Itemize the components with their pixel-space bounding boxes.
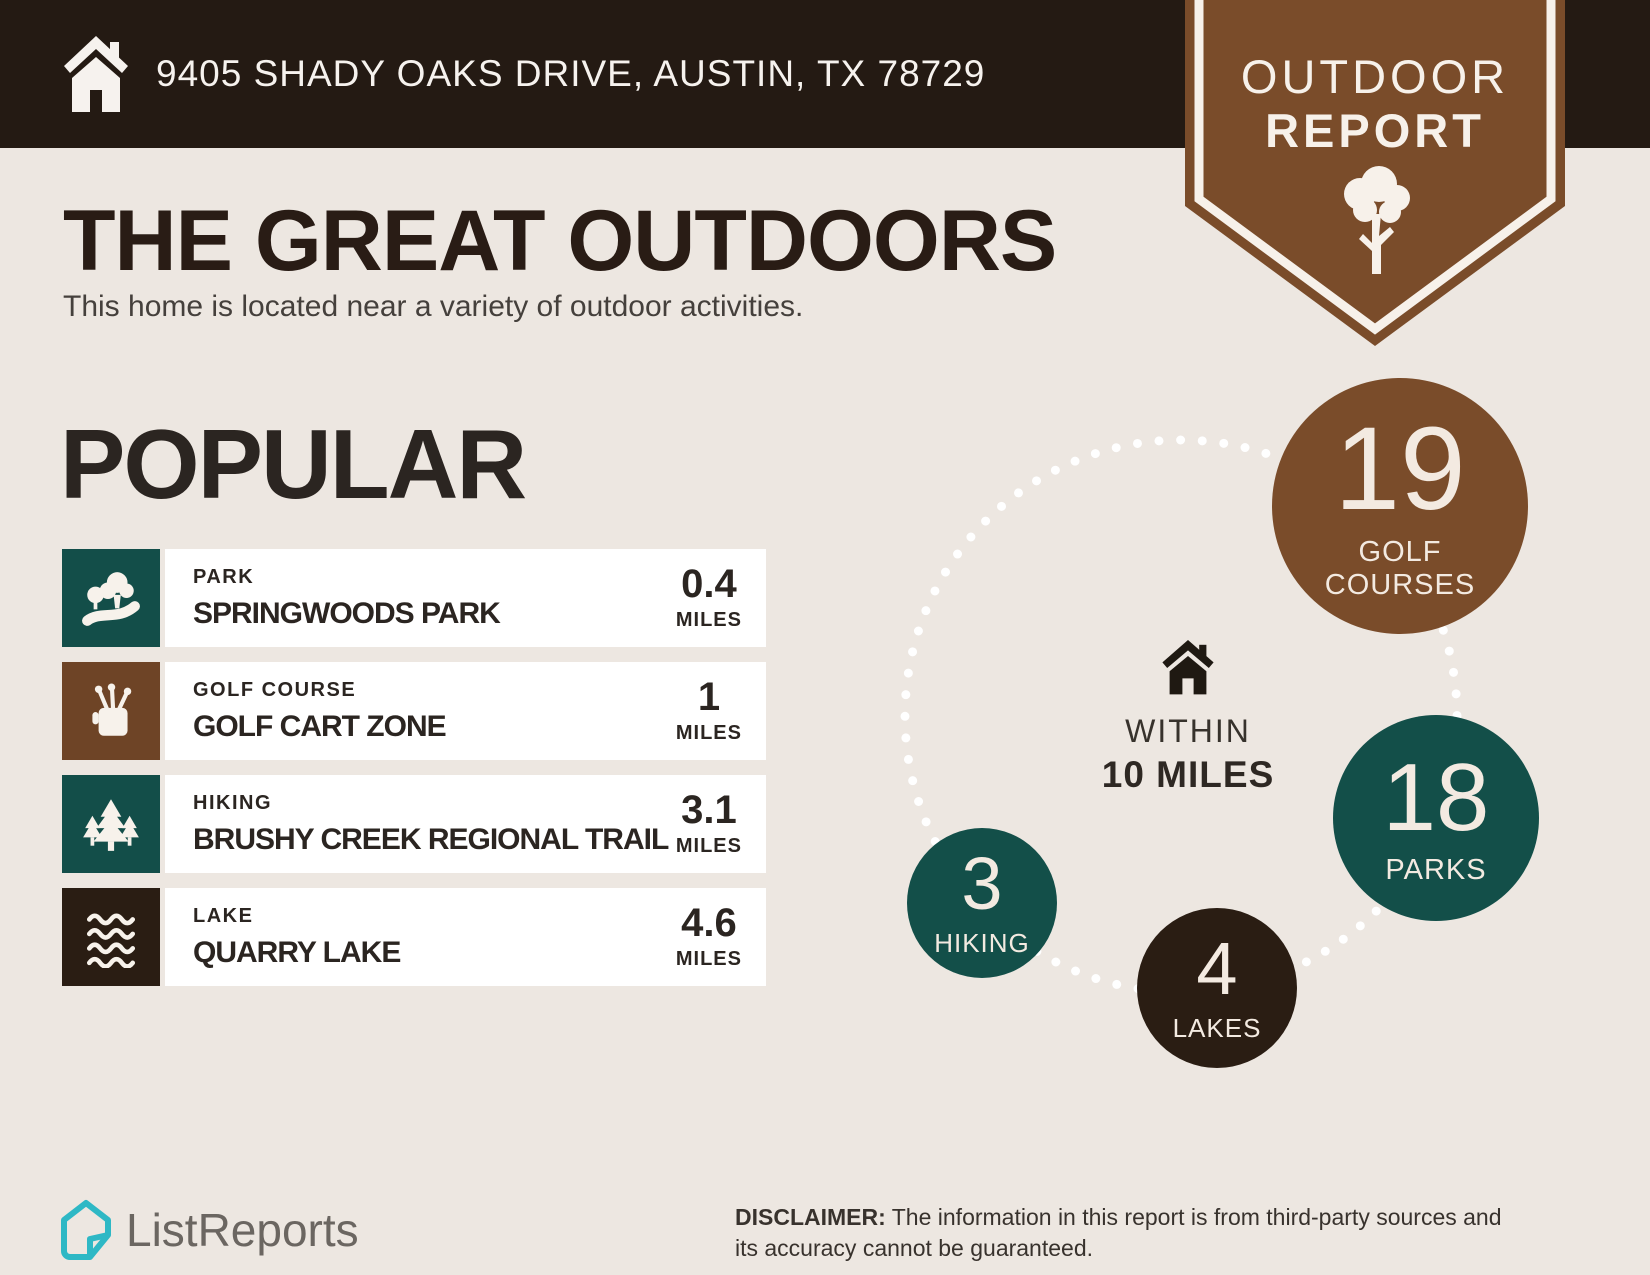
bubble-value: 3 [961,841,1003,925]
list-item-golf-course: GOLF COURSE GOLF CART ZONE 1 MILES [62,662,766,760]
item-name: BRUSHY CREEK REGIONAL TRAIL [193,822,669,856]
page-title: THE GREAT OUTDOORS [63,193,1057,289]
within-distance: 10 MILES [1101,754,1275,795]
item-name: QUARRY LAKE [193,935,401,969]
item-name: SPRINGWOODS PARK [193,596,501,630]
bubble-golf-courses: 19 GOLF COURSES [1272,378,1528,634]
pine-trees-icon [62,775,160,873]
item-distance: 1 [697,675,721,719]
home-icon [1162,640,1214,695]
disclaimer: DISCLAIMER: The information in this repo… [735,1202,1505,1264]
disclaimer-label: DISCLAIMER: [735,1204,886,1230]
item-unit: MILES [675,948,742,970]
ribbon-line2: REPORT [1265,104,1485,157]
item-distance: 4.6 [681,901,737,945]
list-item-body: PARK SPRINGWOODS PARK 0.4 MILES [165,549,766,647]
list-item-hiking: HIKING BRUSHY CREEK REGIONAL TRAIL 3.1 M… [62,775,766,873]
golf-bag-icon [62,662,160,760]
bubble-label: HIKING [934,927,1030,958]
bubble-label: LAKES [1172,1012,1262,1043]
page-subtitle: This home is located near a variety of o… [63,290,804,323]
property-address: 9405 SHADY OAKS DRIVE, AUSTIN, TX 78729 [156,53,986,94]
ribbon-line1: OUTDOOR [1241,50,1509,103]
tree-icon [1344,166,1410,274]
list-item-body: HIKING BRUSHY CREEK REGIONAL TRAIL 3.1 M… [165,775,766,873]
waves-icon [62,888,160,986]
list-item-lake: LAKE QUARRY LAKE 4.6 MILES [62,888,766,986]
item-unit: MILES [675,609,742,631]
bubble-label: GOLF COURSES [1324,536,1476,601]
home-icon [64,36,128,112]
park-icon [62,549,160,647]
item-unit: MILES [675,722,742,744]
popular-heading: POPULAR [60,409,527,519]
listreports-logo: ListReports [60,1198,359,1262]
bubble-value: 4 [1196,926,1238,1010]
disclaimer-text: The information in this report is from t… [735,1204,1502,1261]
popular-list: PARK SPRINGWOODS PARK 0.4 MILES [62,549,766,1001]
bubble-value: 19 [1334,403,1466,535]
bubble-value: 18 [1382,743,1490,851]
bubble-lakes: 4 LAKES [1137,908,1297,1068]
bubble-label: PARKS [1385,853,1487,886]
list-item-body: GOLF COURSE GOLF CART ZONE 1 MILES [165,662,766,760]
within-label: WITHIN [1125,713,1251,749]
list-item-park: PARK SPRINGWOODS PARK 0.4 MILES [62,549,766,647]
item-name: GOLF CART ZONE [193,709,447,743]
brand-name: ListReports [126,1204,359,1256]
item-category: HIKING [193,791,272,814]
item-distance: 0.4 [681,562,737,606]
bubble-hiking: 3 HIKING [907,828,1057,978]
item-unit: MILES [675,835,742,857]
list-item-body: LAKE QUARRY LAKE 4.6 MILES [165,888,766,986]
bubble-parks: 18 PARKS [1333,715,1539,921]
item-distance: 3.1 [681,788,737,832]
item-category: GOLF COURSE [193,678,357,701]
item-category: PARK [193,565,255,588]
radius-center: WITHIN 10 MILES [1063,640,1313,796]
item-category: LAKE [193,904,254,927]
outdoor-report-ribbon: OUTDOOR REPORT [1185,0,1565,346]
listreports-house-icon [61,1200,111,1260]
